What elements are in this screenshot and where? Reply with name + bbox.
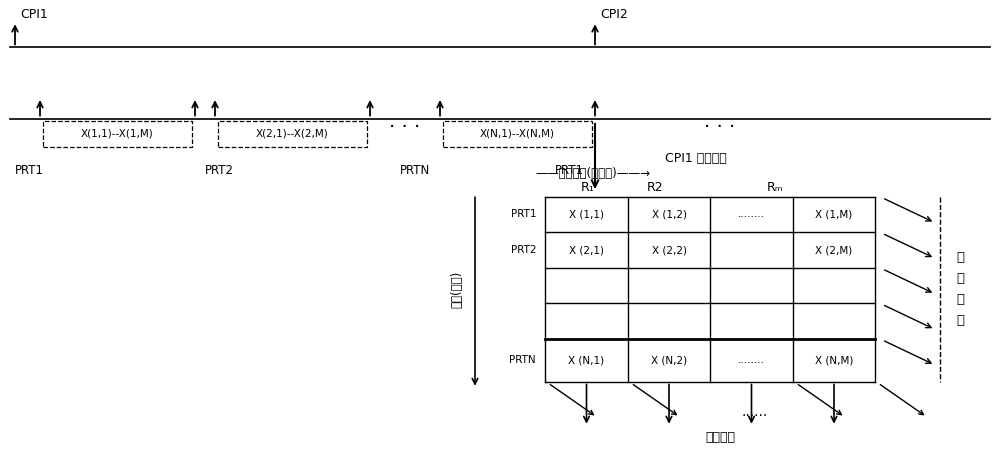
Text: ........: ........ bbox=[738, 210, 765, 219]
Text: X (2,2): X (2,2) bbox=[652, 245, 686, 255]
Bar bbox=[443, 121, 592, 147]
Text: PRT2: PRT2 bbox=[511, 245, 536, 255]
Text: X (N,1): X (N,1) bbox=[568, 355, 605, 365]
Bar bbox=[218, 121, 367, 147]
Text: 写
入
顺
序: 写 入 顺 序 bbox=[956, 251, 964, 327]
Text: PRTN: PRTN bbox=[400, 164, 430, 176]
Text: X (N,2): X (N,2) bbox=[651, 355, 687, 365]
Text: CPI1: CPI1 bbox=[20, 9, 48, 21]
Text: ........: ........ bbox=[738, 355, 765, 365]
Text: X (2,M): X (2,M) bbox=[815, 245, 853, 255]
Text: · · ·: · · · bbox=[704, 118, 736, 137]
Text: X (N,M): X (N,M) bbox=[815, 355, 853, 365]
Text: Rₘ: Rₘ bbox=[767, 181, 783, 194]
Text: PRT1: PRT1 bbox=[511, 210, 536, 219]
Text: PRT1: PRT1 bbox=[555, 164, 584, 176]
Text: CPI2: CPI2 bbox=[600, 9, 628, 21]
Text: ......: ...... bbox=[742, 405, 768, 419]
Text: X (2,1): X (2,1) bbox=[569, 245, 604, 255]
Text: R2: R2 bbox=[647, 181, 663, 194]
Bar bbox=[43, 121, 192, 147]
Text: 读出顺序: 读出顺序 bbox=[705, 431, 735, 444]
Text: X(N,1)--X(N,M): X(N,1)--X(N,M) bbox=[480, 129, 555, 139]
Text: X (1,1): X (1,1) bbox=[569, 210, 604, 219]
Text: CPI1 数据重排: CPI1 数据重排 bbox=[665, 152, 727, 165]
Text: X (1,2): X (1,2) bbox=[652, 210, 686, 219]
Text: PRTN: PRTN bbox=[509, 355, 536, 365]
Text: X(1,1)--X(1,M): X(1,1)--X(1,M) bbox=[81, 129, 154, 139]
Text: X (1,M): X (1,M) bbox=[815, 210, 853, 219]
Text: PRT2: PRT2 bbox=[205, 164, 234, 176]
Text: ——写入方向(距离维)——→: ——写入方向(距离维)——→ bbox=[535, 166, 650, 180]
Text: 回波(距离): 回波(距离) bbox=[450, 271, 463, 308]
Text: R₁: R₁ bbox=[581, 181, 595, 194]
Text: · · ·: · · · bbox=[389, 118, 421, 137]
Text: X(2,1)--X(2,M): X(2,1)--X(2,M) bbox=[256, 129, 329, 139]
Text: PRT1: PRT1 bbox=[15, 164, 44, 176]
